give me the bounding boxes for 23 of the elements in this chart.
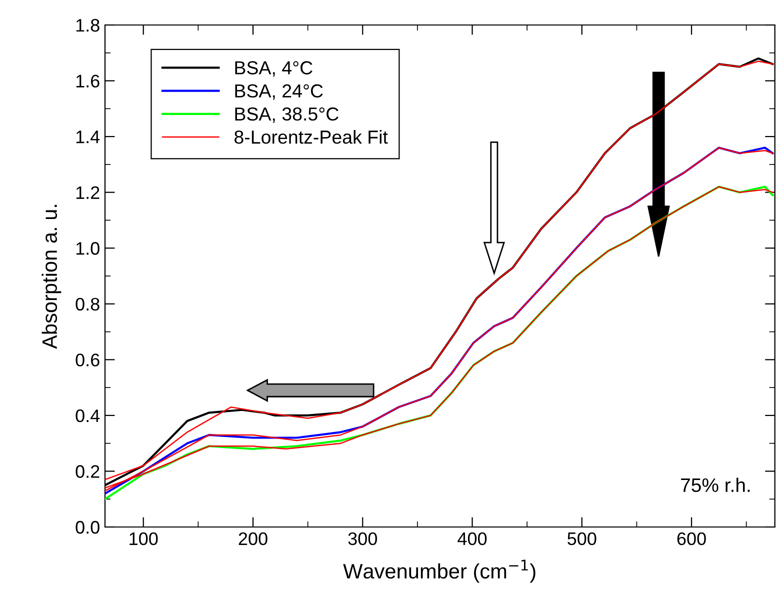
- y-tick-label: 0.4: [76, 409, 100, 422]
- y-tick-label: 1.2: [76, 186, 100, 199]
- legend-label: BSA, 24°C: [235, 84, 323, 100]
- x-tick-label: 200: [238, 532, 268, 546]
- y-tick-label: 1.0: [76, 242, 100, 255]
- x-tick-label: 500: [568, 532, 596, 546]
- y-tick-label: 0.2: [76, 465, 100, 478]
- x-tick-label: 100: [130, 532, 158, 546]
- y-tick-label: 0.0: [76, 520, 100, 534]
- y-axis-title: Absorption a. u.: [42, 204, 62, 349]
- y-tick-label: 0.8: [76, 298, 100, 311]
- y-tick-label: 0.6: [76, 354, 100, 366]
- annotation: 75% r.h.: [681, 478, 750, 492]
- legend-label: 8-Lorentz-Peak Fit: [234, 130, 388, 144]
- x-tick-label: 600: [677, 532, 706, 546]
- y-tick-label: 1.8: [76, 18, 100, 32]
- legend-label: BSA, 4°C: [235, 61, 312, 77]
- y-tick-label: 1.4: [76, 130, 100, 144]
- x-axis-title: Wavenumber (cm$^{−1}$): [343, 560, 536, 583]
- x-tick-label: 300: [348, 532, 377, 546]
- y-tick-label: 1.6: [76, 74, 100, 88]
- x-tick-label: 400: [458, 532, 487, 546]
- legend-label: BSA, 38.5°C: [235, 107, 338, 123]
